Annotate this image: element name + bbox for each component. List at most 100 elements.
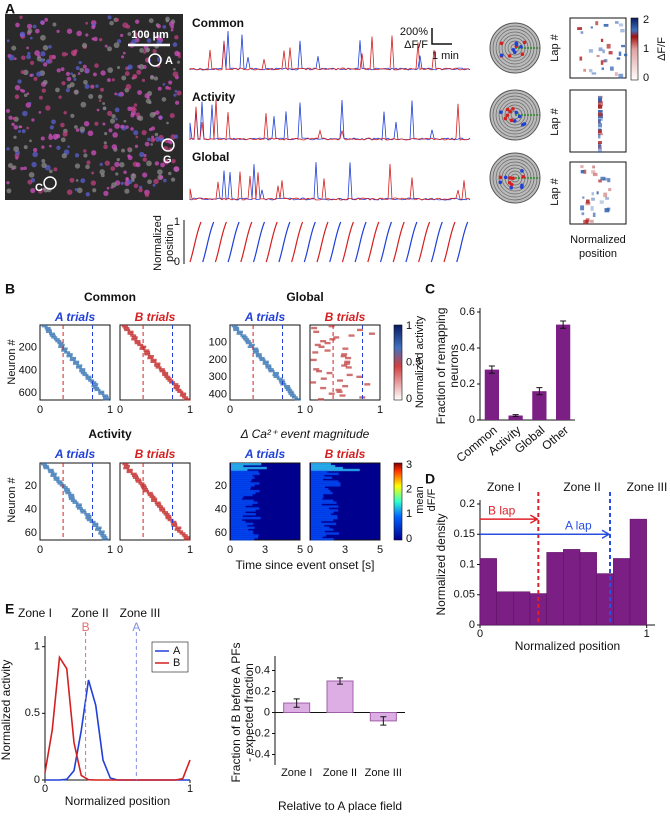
heat-cell <box>341 364 348 367</box>
heat-cell <box>326 371 333 375</box>
disc-point <box>498 180 503 185</box>
cell <box>98 37 103 42</box>
heat-cell <box>598 119 601 124</box>
trace <box>189 35 471 71</box>
heat-cell <box>288 392 295 395</box>
cell <box>85 33 89 37</box>
tick-label: 0 <box>117 544 123 556</box>
cell <box>166 121 169 125</box>
heat-cell <box>143 489 150 493</box>
cell <box>67 145 70 148</box>
cell <box>134 19 140 24</box>
cell-marker <box>161 138 175 152</box>
heat-cell <box>231 522 254 526</box>
heat-cell <box>600 176 606 181</box>
heat-cell <box>259 358 266 362</box>
cell-label: G <box>163 154 172 166</box>
cell <box>85 192 90 197</box>
cell <box>173 134 179 139</box>
cell <box>172 71 179 78</box>
heat-cell <box>130 472 137 476</box>
cell <box>174 35 179 40</box>
heat-cell <box>577 27 583 30</box>
cell <box>23 166 27 171</box>
trial-label: A trials <box>244 310 286 324</box>
histogram-bar <box>579 552 597 626</box>
cell <box>145 48 150 53</box>
heat-cell <box>592 165 595 169</box>
axis-label: Lap # <box>549 107 561 135</box>
heat-cell <box>231 468 248 472</box>
heat-cell <box>311 530 325 533</box>
heat-cell <box>598 116 603 121</box>
cell <box>103 141 107 145</box>
heat-cell <box>98 392 105 395</box>
histogram-bar <box>563 549 581 626</box>
zone-label: Zone III <box>120 606 161 620</box>
heat-cell <box>131 336 138 339</box>
heat-cell <box>175 526 182 529</box>
heat-cell <box>163 513 170 516</box>
heat-cell <box>68 495 75 499</box>
heat-cell <box>615 21 619 24</box>
heat-cell <box>342 385 349 388</box>
cell <box>133 183 139 189</box>
cell <box>65 88 70 93</box>
cell <box>41 159 46 163</box>
heat-cell <box>93 386 100 390</box>
heat-cell <box>102 538 109 541</box>
heat-cell <box>80 371 87 375</box>
trace <box>189 163 471 201</box>
cell <box>141 130 147 136</box>
cell <box>37 188 43 194</box>
heat-cell <box>142 488 149 491</box>
x-tick-label: 1 <box>187 783 193 795</box>
heat-cell <box>580 205 585 211</box>
cell <box>75 128 80 132</box>
cell <box>34 28 40 34</box>
cell <box>66 28 73 34</box>
microscopy-image <box>5 14 183 200</box>
heat-cell <box>598 101 603 107</box>
heat-cell <box>181 534 188 537</box>
heat-cell <box>90 381 97 384</box>
tick-label: 100 <box>209 336 227 348</box>
heat-cell <box>124 328 131 332</box>
cell <box>132 32 139 38</box>
heat-cell <box>252 347 259 350</box>
error-bar <box>337 677 343 685</box>
disc-point <box>503 175 508 180</box>
histogram-bar <box>629 518 647 626</box>
cell <box>41 162 47 168</box>
tick-label: 40 <box>215 504 227 516</box>
cell <box>19 31 26 38</box>
heat-cell <box>155 503 162 506</box>
cell <box>73 89 79 95</box>
heat-cell <box>311 493 324 497</box>
heat-cell <box>311 505 339 508</box>
heat-cell <box>598 128 602 131</box>
cell <box>111 78 115 82</box>
heat-cell <box>336 390 343 393</box>
heat-cell <box>581 212 585 216</box>
cell <box>19 125 23 129</box>
cell-label: A <box>165 55 173 67</box>
cell <box>107 46 112 52</box>
cell <box>137 90 143 95</box>
y-tick-label: 1 <box>34 641 40 653</box>
heat-cell <box>127 332 134 335</box>
heat-cell <box>328 392 335 395</box>
cell <box>20 70 25 75</box>
tick-label: 1 <box>297 404 303 416</box>
trace-title: Common <box>192 16 244 30</box>
error-bar <box>380 716 387 726</box>
cell <box>6 147 10 151</box>
heat-cell <box>167 379 174 382</box>
disc-point <box>511 47 516 52</box>
tick-label: 0 <box>37 404 43 416</box>
cell <box>26 126 30 130</box>
cell <box>107 78 111 83</box>
heat-cell <box>603 23 609 27</box>
y-tick-label: -0.2 <box>251 727 270 739</box>
colorbar <box>393 462 403 541</box>
